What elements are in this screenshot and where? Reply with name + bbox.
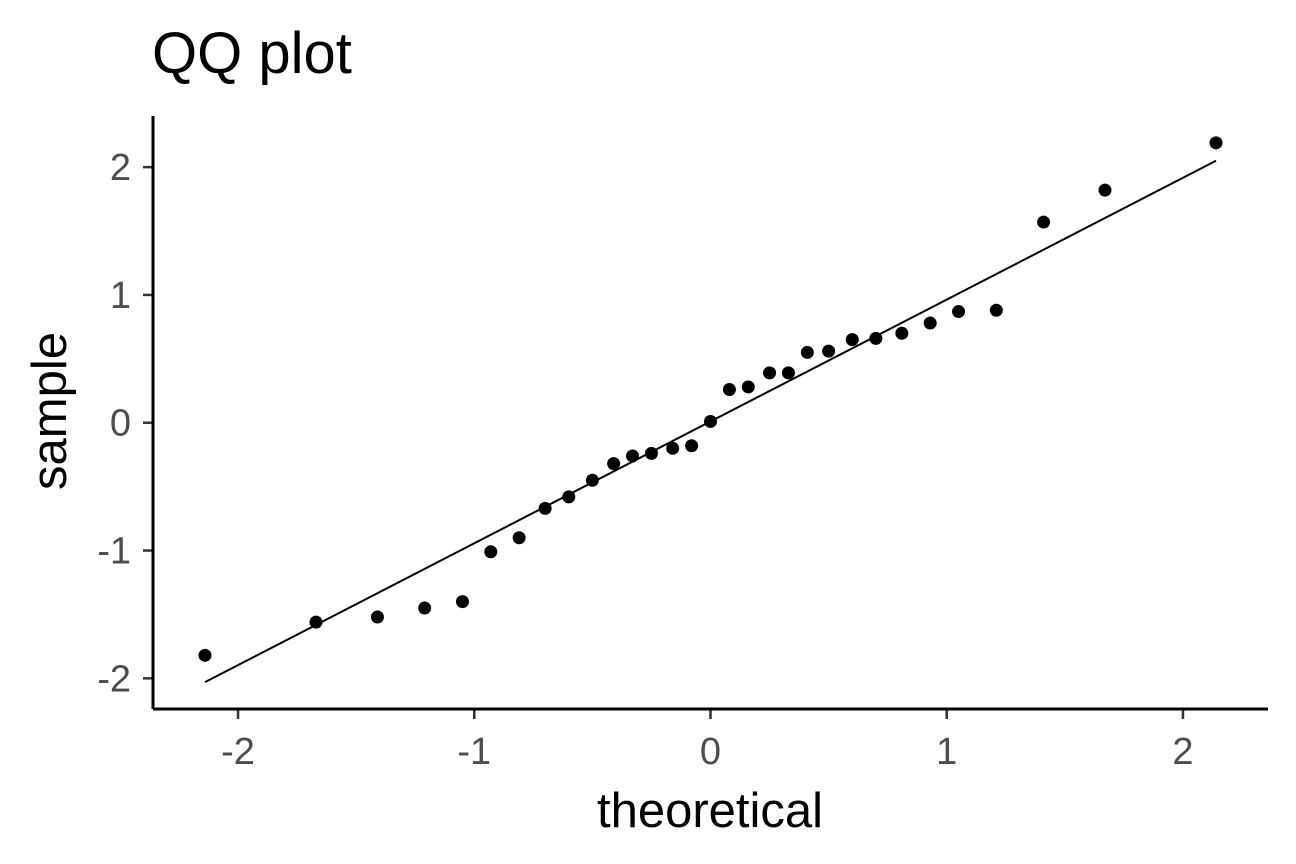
data-point [704,414,717,428]
data-point [741,380,755,394]
data-point [845,333,859,347]
data-point [1037,215,1051,229]
x-tick-label: -2 [221,731,255,773]
x-tick-label: 0 [700,731,721,773]
data-point [666,441,680,455]
data-point [562,490,576,504]
data-point [952,305,966,319]
data-point [309,615,323,629]
data-point [1098,183,1112,197]
x-tick-label: 1 [936,731,957,773]
data-point [538,501,552,515]
data-point [869,331,883,345]
y-axis-title: sample [23,332,77,490]
data-point [1209,136,1223,150]
chart-title: QQ plot [152,21,352,86]
data-point [895,326,909,340]
x-axis-ticks: -2 -1 0 1 2 [221,709,1194,773]
data-point [685,439,699,453]
data-point [800,345,814,359]
data-point [418,601,432,615]
data-point [781,366,795,380]
y-axis-ticks: -2 -1 0 1 2 [97,147,153,700]
data-point [644,446,658,460]
x-tick-label: 2 [1172,731,1193,773]
data-points [198,136,1223,662]
data-point [722,382,736,396]
y-tick-label: 0 [110,403,131,445]
y-tick-label: 1 [110,275,131,317]
data-point [585,473,599,487]
data-point [370,610,384,624]
y-tick-label: -1 [97,531,131,573]
data-point [923,316,937,330]
data-point [484,545,498,559]
x-axis-title: theoretical [597,784,823,838]
y-tick-label: 2 [110,147,131,189]
data-point [822,344,836,358]
data-point [626,449,640,463]
data-point [763,366,777,380]
y-tick-label: -2 [97,658,131,700]
data-point [512,531,526,545]
data-point [198,648,212,662]
data-point [989,303,1003,317]
data-point [607,457,621,471]
x-tick-label: -1 [457,731,491,773]
data-point [455,595,469,609]
